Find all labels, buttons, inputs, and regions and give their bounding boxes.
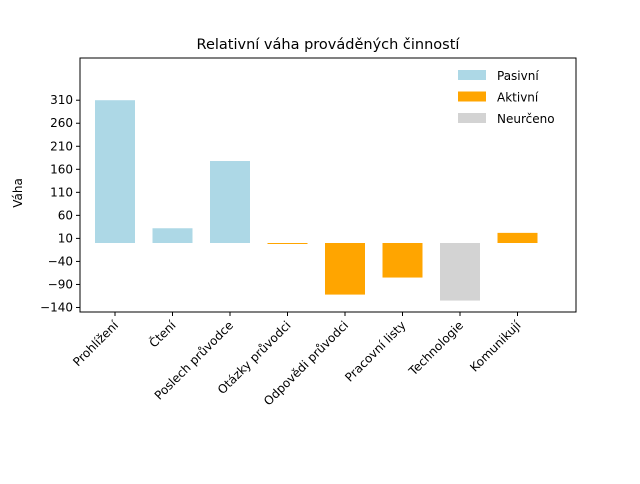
legend-label-3: Neurčeno [497, 112, 555, 126]
bar-6 [382, 243, 423, 278]
y-tick-label: 310 [50, 93, 73, 107]
plot-area [95, 100, 538, 301]
legend-swatch-2 [458, 91, 486, 102]
y-tick-label: −140 [40, 300, 73, 314]
y-tick-label: −40 [48, 254, 73, 268]
bar-7 [440, 243, 480, 301]
y-tick-label: 210 [50, 139, 73, 153]
bar-5 [325, 243, 365, 295]
legend-label-1: Pasivní [497, 69, 539, 83]
y-tick-label: −90 [48, 277, 73, 291]
y-axis-label: Váha [11, 178, 25, 208]
y-tick-label: 160 [50, 162, 73, 176]
plot-frame [79, 57, 577, 313]
bar-2 [152, 228, 193, 243]
y-tick-label: 60 [58, 208, 73, 222]
legend: Pasivní Aktivní Neurčeno [458, 69, 555, 126]
bar-3 [210, 161, 250, 243]
y-tick-label: 260 [50, 116, 73, 130]
y-tick-label: 10 [58, 231, 73, 245]
legend-label-2: Aktivní [497, 91, 539, 105]
y-tick-label: 110 [50, 185, 73, 199]
legend-swatch-3 [458, 113, 486, 123]
legend-swatch-1 [458, 70, 486, 80]
chart-title: Relativní váha prováděných činností [197, 37, 461, 53]
bar-4 [267, 243, 308, 244]
bar-1 [95, 100, 135, 244]
bar-8 [497, 232, 538, 243]
